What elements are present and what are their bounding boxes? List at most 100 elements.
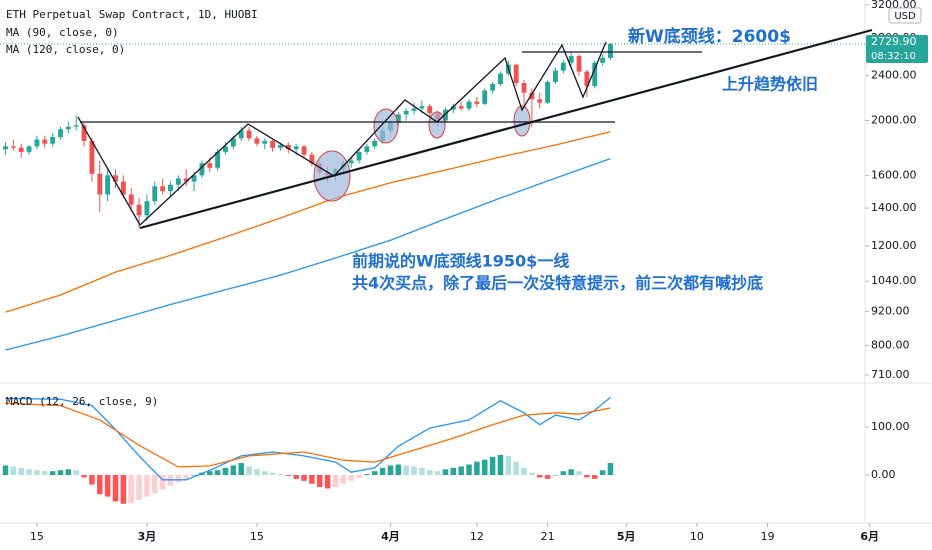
y-tick-label: 1600.00 — [871, 168, 917, 181]
candle-body — [576, 56, 582, 72]
candle-body — [26, 146, 32, 152]
y-tick-label: 2400.00 — [871, 69, 917, 82]
histogram-bar — [222, 467, 229, 476]
x-tick-label: 19 — [761, 530, 775, 543]
histogram-bar — [34, 470, 40, 476]
candle-body — [3, 146, 8, 150]
candle-body — [419, 106, 425, 109]
histogram-bar — [152, 475, 158, 494]
candle-body — [238, 130, 244, 139]
y-tick-label: 1400.00 — [871, 201, 917, 214]
candle-body — [450, 106, 456, 110]
histogram-bar — [207, 471, 213, 476]
histogram-bar — [57, 470, 64, 476]
histogram-bar — [277, 474, 284, 476]
candle-body — [278, 145, 283, 148]
candle-body — [230, 138, 236, 147]
histogram-bar — [120, 475, 127, 504]
histogram-bar — [427, 470, 433, 476]
candle-body — [372, 140, 378, 147]
candle-body — [490, 84, 496, 91]
candle-body — [592, 62, 598, 87]
candle-body — [443, 109, 448, 121]
histogram-bar — [183, 475, 189, 479]
currency: USD — [894, 11, 916, 22]
w-pattern — [77, 41, 607, 227]
annotation: 共4次买点，除了最后一次没特意提示，前三次都有喊抄底 — [352, 274, 763, 293]
candle-body — [537, 99, 543, 103]
histogram-bar — [246, 466, 252, 476]
candle-body — [50, 137, 56, 144]
candle-body — [105, 175, 111, 195]
candle-body — [262, 140, 268, 144]
histogram-bar — [364, 474, 370, 476]
candle-body — [301, 146, 307, 155]
y-tick-label: 710.00 — [871, 368, 910, 381]
candle-body — [608, 44, 613, 58]
histogram-bar — [584, 475, 590, 478]
candle-body — [144, 201, 150, 216]
histogram-bar — [489, 456, 496, 476]
candle-body — [568, 56, 574, 63]
histogram-bar — [497, 454, 504, 476]
candle-body — [97, 173, 103, 195]
histogram-bar — [65, 469, 72, 476]
x-tick-label: 10 — [690, 530, 704, 543]
candle-body — [246, 130, 252, 139]
histogram-bar — [607, 463, 614, 476]
candle-body — [175, 178, 181, 185]
histogram-bar — [560, 471, 567, 476]
histogram-bar — [2, 465, 9, 476]
moving-average — [5, 131, 611, 313]
y-tick-label: 920.00 — [871, 304, 910, 317]
x-tick-label: 3月 — [138, 530, 157, 543]
histogram-bar — [434, 471, 441, 476]
candle-body — [529, 92, 535, 100]
last-price-badge — [866, 35, 928, 64]
histogram-bar — [230, 465, 237, 476]
histogram-bar — [481, 459, 488, 476]
candle-body — [89, 140, 95, 174]
histogram-bar — [348, 475, 354, 481]
histogram-bar — [395, 464, 402, 476]
candle-body — [10, 146, 16, 148]
candle-body — [73, 125, 79, 127]
candle-body — [521, 82, 527, 93]
legend-entry: MA (90, close, 0) — [6, 26, 119, 39]
annotation: 上升趋势依旧 — [722, 75, 818, 94]
candle-body — [403, 110, 409, 115]
histogram-bar — [521, 467, 527, 476]
histogram-bar — [191, 475, 197, 476]
histogram-bar — [73, 470, 79, 476]
candle-body — [458, 106, 464, 109]
candle-body — [309, 154, 315, 164]
histogram-bar — [26, 469, 32, 476]
histogram-bar — [238, 463, 244, 476]
histogram-bar — [285, 475, 292, 476]
histogram-bar — [317, 475, 323, 488]
histogram-bar — [387, 465, 394, 476]
candle-body — [128, 194, 134, 205]
candle-body — [113, 175, 118, 182]
last-price-label: 2729.90 — [871, 35, 917, 48]
candle-body — [18, 147, 24, 152]
y-tick-label: 800.00 — [871, 339, 910, 352]
candle-body — [411, 108, 417, 111]
annotation: 新W底颈线：2600$ — [628, 26, 791, 47]
candle-body — [600, 57, 606, 63]
candle-body — [348, 160, 354, 164]
histogram-bar — [576, 471, 582, 476]
candle-body — [136, 204, 142, 216]
histogram-bar — [309, 475, 315, 484]
indicator-line — [5, 402, 611, 468]
y-tick-label: 0.00 — [871, 468, 896, 481]
histogram-bar — [42, 471, 48, 476]
candle-body — [254, 138, 260, 144]
countdown: 08:32:10 — [871, 51, 916, 62]
x-tick-label: 12 — [470, 530, 484, 543]
histogram-bar — [552, 475, 559, 476]
candle-body — [191, 175, 197, 182]
histogram-bar — [599, 470, 606, 476]
